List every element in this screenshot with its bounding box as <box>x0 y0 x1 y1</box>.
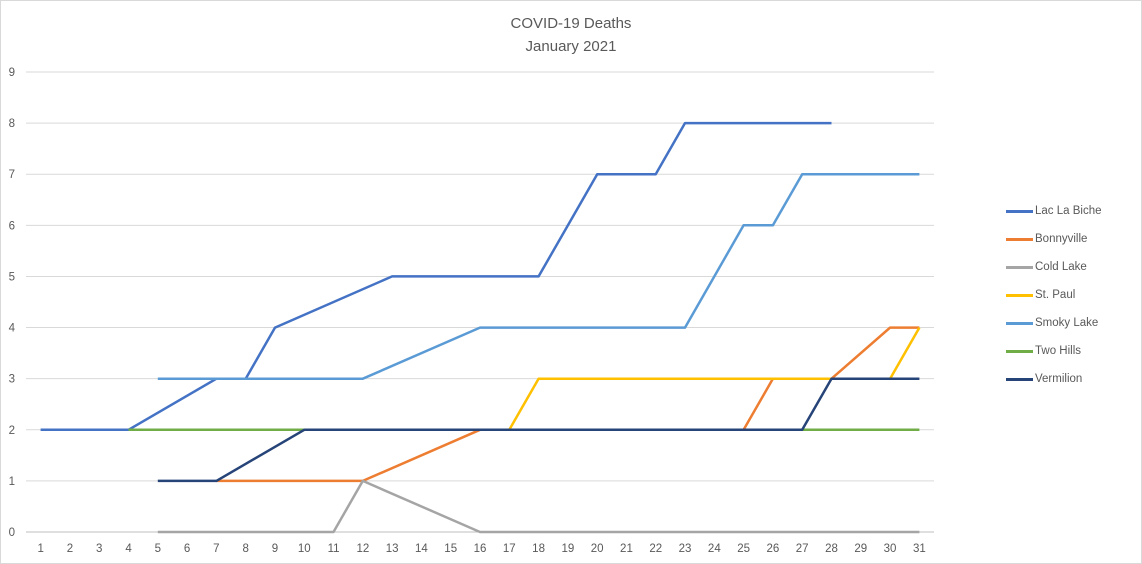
legend-line-swatch <box>1006 377 1033 381</box>
y-tick-label: 4 <box>9 323 16 335</box>
series-line-bonnyville <box>216 326 920 483</box>
legend-line-swatch <box>1006 237 1033 241</box>
x-tick-label: 2 <box>67 543 73 555</box>
y-tick-label: 9 <box>9 67 15 79</box>
x-tick-label: 14 <box>415 543 428 555</box>
y-tick-label: 1 <box>9 476 15 488</box>
legend-line-swatch <box>1006 265 1033 269</box>
legend-line-swatch <box>1006 209 1033 213</box>
y-tick-label: 8 <box>9 118 15 130</box>
x-tick-label: 21 <box>620 543 633 555</box>
x-tick-label: 12 <box>356 543 369 555</box>
legend-item-bonnyville: Bonnyville <box>1006 225 1102 253</box>
legend-label: Smoky Lake <box>1035 317 1099 329</box>
x-tick-label: 15 <box>444 543 457 555</box>
legend-label: Vermilion <box>1035 373 1083 385</box>
legend-label: St. Paul <box>1035 289 1076 301</box>
x-tick-label: 28 <box>825 543 838 555</box>
legend-item-st-paul: St. Paul <box>1006 281 1102 309</box>
x-tick-label: 27 <box>796 543 809 555</box>
x-tick-label: 30 <box>884 543 897 555</box>
legend-line-swatch <box>1006 293 1033 297</box>
x-tick-label: 4 <box>125 543 132 555</box>
legend-label: Cold Lake <box>1035 261 1087 273</box>
x-tick-label: 7 <box>213 543 219 555</box>
x-tick-label: 25 <box>737 543 750 555</box>
x-tick-label: 31 <box>913 543 926 555</box>
series-line-vermilion <box>157 377 920 483</box>
legend: Lac La Biche Bonnyville Cold Lake St. Paul S… <box>1006 197 1102 393</box>
x-tick-label: 6 <box>184 543 190 555</box>
x-tick-label: 8 <box>242 543 248 555</box>
x-tick-label: 3 <box>96 543 102 555</box>
x-tick-label: 5 <box>155 543 161 555</box>
x-tick-label: 26 <box>767 543 780 555</box>
series-line-st-paul <box>508 326 921 431</box>
x-tick-label: 19 <box>561 543 574 555</box>
x-tick-label: 11 <box>328 543 340 555</box>
series-line-lac-la-biche <box>40 121 832 432</box>
legend-item-cold-lake: Cold Lake <box>1006 253 1102 281</box>
y-tick-label: 7 <box>9 169 15 181</box>
legend-item-smoky-lake: Smoky Lake <box>1006 309 1102 337</box>
y-tick-label: 2 <box>9 425 15 437</box>
x-tick-label: 22 <box>649 543 662 555</box>
legend-item-two-hills: Two Hills <box>1006 337 1102 365</box>
legend-label: Two Hills <box>1035 345 1082 357</box>
y-tick-label: 5 <box>9 271 15 283</box>
x-tick-label: 23 <box>679 543 692 555</box>
x-tick-label: 18 <box>532 543 545 555</box>
x-tick-label: 10 <box>298 543 311 555</box>
series-line-smoky-lake <box>157 172 920 380</box>
legend-label: Bonnyville <box>1035 233 1088 245</box>
x-tick-label: 1 <box>37 543 43 555</box>
y-tick-label: 0 <box>9 527 15 539</box>
legend-line-swatch <box>1006 321 1033 325</box>
x-tick-label: 17 <box>503 543 516 555</box>
x-tick-label: 24 <box>708 543 721 555</box>
y-tick-label: 6 <box>9 220 15 232</box>
x-tick-label: 9 <box>272 543 278 555</box>
series-line-cold-lake <box>157 479 920 534</box>
y-tick-label: 3 <box>9 374 15 386</box>
legend-item-vermilion: Vermilion <box>1006 365 1102 393</box>
legend-label: Lac La Biche <box>1035 205 1102 217</box>
x-tick-label: 29 <box>854 543 867 555</box>
x-tick-label: 13 <box>386 543 399 555</box>
x-tick-label: 20 <box>591 543 604 555</box>
x-tick-label: 16 <box>474 543 487 555</box>
legend-line-swatch <box>1006 349 1033 353</box>
legend-item-lac-la-biche: Lac La Biche <box>1006 197 1102 225</box>
